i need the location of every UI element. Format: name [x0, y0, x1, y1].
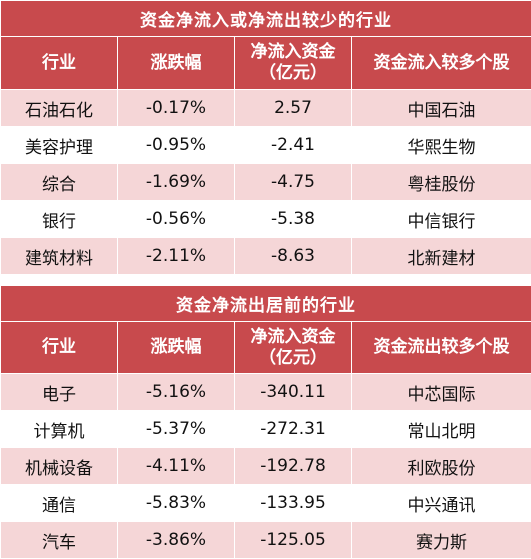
- cell-change: -0.56%: [118, 201, 235, 238]
- table-row: 银行 -0.56% -5.38 中信银行: [1, 201, 531, 238]
- cell-change: -4.11%: [118, 448, 235, 485]
- cell-industry: 美容护理: [1, 127, 118, 164]
- table-net-outflow-top: 资金净流出居前的行业 行业 涨跌幅 净流入资金（亿元） 资金流出较多个股 电子 …: [0, 285, 531, 559]
- cell-net-inflow: -2.41: [235, 127, 352, 164]
- industry-fund-flow-tables: 资金净流入或净流出较少的行业 行业 涨跌幅 净流入资金（亿元） 资金流入较多个股…: [0, 0, 531, 539]
- col-header-change: 涨跌幅: [118, 37, 235, 90]
- cell-net-inflow: -192.78: [235, 448, 352, 485]
- col-header-change: 涨跌幅: [118, 322, 235, 374]
- table-row: 电子 -5.16% -340.11 中芯国际: [1, 374, 531, 411]
- col-header-net-inflow-unit: （亿元）: [259, 348, 327, 368]
- cell-industry: 建筑材料: [1, 238, 118, 275]
- cell-change: -1.69%: [118, 164, 235, 201]
- col-header-industry: 行业: [1, 322, 118, 374]
- table-row: 计算机 -5.37% -272.31 常山北明: [1, 411, 531, 448]
- cell-top-stock: 中兴通讯: [352, 485, 531, 522]
- cell-top-stock: 常山北明: [352, 411, 531, 448]
- cell-net-inflow: -4.75: [235, 164, 352, 201]
- header-row: 行业 涨跌幅 净流入资金（亿元） 资金流出较多个股: [1, 322, 531, 374]
- cell-net-inflow: -5.38: [235, 201, 352, 238]
- header-row: 行业 涨跌幅 净流入资金（亿元） 资金流入较多个股: [1, 37, 531, 90]
- col-header-net-inflow: 净流入资金（亿元）: [235, 322, 352, 374]
- table-row: 汽车 -3.86% -125.05 赛力斯: [1, 522, 531, 559]
- cell-top-stock: 利欧股份: [352, 448, 531, 485]
- cell-change: -5.16%: [118, 374, 235, 411]
- cell-net-inflow: -133.95: [235, 485, 352, 522]
- table-title-row: 资金净流入或净流出较少的行业: [1, 1, 531, 37]
- cell-change: -2.11%: [118, 238, 235, 275]
- cell-industry: 电子: [1, 374, 118, 411]
- table-row: 机械设备 -4.11% -192.78 利欧股份: [1, 448, 531, 485]
- table-row: 建筑材料 -2.11% -8.63 北新建材: [1, 238, 531, 275]
- table-title: 资金净流出居前的行业: [1, 286, 531, 322]
- cell-top-stock: 赛力斯: [352, 522, 531, 559]
- table-title: 资金净流入或净流出较少的行业: [1, 1, 531, 37]
- col-header-industry: 行业: [1, 37, 118, 90]
- cell-net-inflow: -272.31: [235, 411, 352, 448]
- cell-industry: 石油石化: [1, 90, 118, 127]
- cell-top-stock: 粤桂股份: [352, 164, 531, 201]
- cell-net-inflow: -8.63: [235, 238, 352, 275]
- col-header-net-inflow: 净流入资金（亿元）: [235, 37, 352, 90]
- table-net-inflow-or-small-outflow: 资金净流入或净流出较少的行业 行业 涨跌幅 净流入资金（亿元） 资金流入较多个股…: [0, 0, 531, 275]
- cell-change: -5.37%: [118, 411, 235, 448]
- table-row: 美容护理 -0.95% -2.41 华熙生物: [1, 127, 531, 164]
- table-row: 石油石化 -0.17% 2.57 中国石油: [1, 90, 531, 127]
- table-title-row: 资金净流出居前的行业: [1, 286, 531, 322]
- col-header-top-stock: 资金流出较多个股: [352, 322, 531, 374]
- section-separator: [0, 275, 531, 285]
- table-row: 综合 -1.69% -4.75 粤桂股份: [1, 164, 531, 201]
- cell-net-inflow: -125.05: [235, 522, 352, 559]
- col-header-net-inflow-line1: 净流入资金: [251, 42, 336, 62]
- col-header-net-inflow-unit: （亿元）: [259, 63, 327, 83]
- cell-change: -0.95%: [118, 127, 235, 164]
- cell-industry: 综合: [1, 164, 118, 201]
- col-header-net-inflow-line1: 净流入资金: [251, 327, 336, 347]
- cell-change: -5.83%: [118, 485, 235, 522]
- cell-top-stock: 华熙生物: [352, 127, 531, 164]
- cell-top-stock: 中信银行: [352, 201, 531, 238]
- cell-industry: 机械设备: [1, 448, 118, 485]
- cell-net-inflow: -340.11: [235, 374, 352, 411]
- cell-top-stock: 北新建材: [352, 238, 531, 275]
- cell-industry: 通信: [1, 485, 118, 522]
- table-row: 通信 -5.83% -133.95 中兴通讯: [1, 485, 531, 522]
- col-header-top-stock: 资金流入较多个股: [352, 37, 531, 90]
- cell-industry: 计算机: [1, 411, 118, 448]
- cell-net-inflow: 2.57: [235, 90, 352, 127]
- cell-industry: 银行: [1, 201, 118, 238]
- cell-industry: 汽车: [1, 522, 118, 559]
- cell-top-stock: 中芯国际: [352, 374, 531, 411]
- cell-change: -3.86%: [118, 522, 235, 559]
- cell-change: -0.17%: [118, 90, 235, 127]
- cell-top-stock: 中国石油: [352, 90, 531, 127]
